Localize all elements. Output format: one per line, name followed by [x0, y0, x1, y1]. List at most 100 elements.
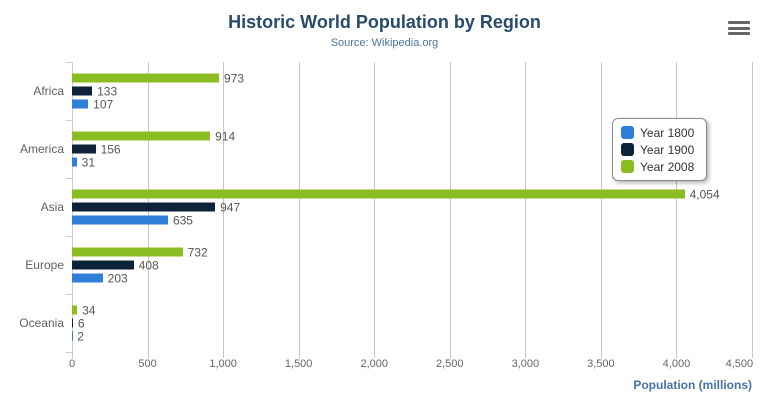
- plot-area: 973 133 107 914 156 31 4,054 947 635 732 408 203 34 6…: [66, 62, 753, 353]
- bar-value-label: 408: [138, 258, 159, 272]
- legend-swatch-icon: [621, 160, 634, 173]
- bar-row: 914: [72, 130, 752, 143]
- bar-value-label: 133: [97, 84, 118, 98]
- category-band-america: 914 156 31: [72, 120, 752, 178]
- bar-group: 4,054 947 635: [72, 188, 752, 227]
- category-label-europe: Europe: [25, 258, 64, 272]
- value-axis-title: Population (millions): [633, 378, 752, 392]
- chart-title: Historic World Population by Region: [228, 12, 541, 32]
- bar-row: 408: [72, 259, 752, 272]
- bar-year-1800-america[interactable]: [72, 157, 77, 167]
- bar-year-1800-europe[interactable]: [72, 273, 103, 283]
- bar-group: 973 133 107: [72, 72, 752, 111]
- bar-row: 133: [72, 85, 752, 98]
- bar-value-label: 635: [172, 213, 193, 227]
- value-axis-tick: [72, 352, 73, 358]
- bar-value-label: 156: [100, 142, 121, 156]
- legend-label: Year 2008: [640, 159, 695, 174]
- category-axis-tick: [66, 120, 72, 121]
- value-axis-tick-label: 1,000: [209, 358, 237, 370]
- bar-value-label: 107: [93, 97, 114, 111]
- gridline: [525, 62, 527, 352]
- category-band-europe: 732 408 203: [72, 236, 752, 294]
- bar-row: 34: [72, 304, 752, 317]
- bar-value-label: 31: [81, 155, 96, 169]
- category-axis-tick: [66, 178, 72, 179]
- bar-row: 203: [72, 272, 752, 285]
- bar-value-label: 34: [82, 303, 96, 317]
- bar-year-1900-oceania[interactable]: [72, 318, 73, 328]
- bar-value-label: 6: [77, 316, 85, 330]
- category-axis-labels: Africa America Asia Europe Oceania: [0, 62, 64, 352]
- category-band-oceania: 34 6 2: [72, 294, 752, 352]
- value-axis-tick-label: 0: [68, 358, 76, 370]
- value-axis-tick: [374, 352, 376, 358]
- value-axis-tick: [600, 352, 602, 358]
- bar-row: 635: [72, 214, 752, 227]
- value-axis-tick-label: 2,000: [360, 358, 388, 370]
- value-axis-labels: 0 500 1,000 1,500 2,000 2,500 3,000 3,500 4,000 4…: [68, 358, 753, 373]
- legend-swatch-icon: [621, 143, 634, 156]
- bar-row: 156: [72, 143, 752, 156]
- category-axis-tick: [66, 62, 72, 63]
- gridline: [600, 62, 602, 352]
- value-axis-tick: [147, 352, 149, 358]
- bar-year-1900-america[interactable]: [72, 144, 96, 154]
- value-axis-tick-label: 1,500: [284, 358, 313, 370]
- bar-year-1900-asia[interactable]: [72, 202, 216, 212]
- category-label-oceania: Oceania: [19, 316, 64, 330]
- gridline: [752, 62, 753, 352]
- value-axis-tick-label: 500: [138, 358, 157, 370]
- bar-year-2008-africa[interactable]: [72, 73, 220, 83]
- bar-value-label: 947: [220, 200, 241, 214]
- gridline: [223, 62, 225, 352]
- bar-row: 947: [72, 201, 752, 214]
- legend-item-year-1900[interactable]: Year 1900: [621, 143, 694, 156]
- value-axis-tick-label: 3,500: [587, 358, 615, 370]
- category-label-america: America: [19, 142, 64, 156]
- bar-year-1900-africa[interactable]: [72, 86, 93, 96]
- legend: Year 1800 Year 1900 Year 2008: [612, 118, 708, 181]
- category-label-africa: Africa: [33, 84, 64, 98]
- category-axis-tick: [66, 294, 72, 295]
- bar-value-label: 732: [187, 245, 208, 259]
- bar-year-2008-america[interactable]: [72, 131, 211, 141]
- value-axis-tick-label: 2,500: [436, 358, 464, 370]
- category-band-asia: 4,054 947 635: [72, 178, 752, 236]
- bar-value-label: 914: [215, 129, 236, 143]
- legend-item-year-1800[interactable]: Year 1800: [621, 126, 694, 139]
- bar-group: 914 156 31: [72, 130, 752, 169]
- bar-row: 4,054: [72, 188, 752, 201]
- value-axis-tick: [449, 352, 451, 358]
- category-axis-tick: [66, 236, 72, 237]
- value-axis-tick: [298, 352, 300, 358]
- value-axis-tick: [525, 352, 527, 358]
- legend-item-year-2008[interactable]: Year 2008: [621, 160, 694, 173]
- hamburger-menu-icon[interactable]: [728, 21, 750, 35]
- bar-year-1800-asia[interactable]: [72, 215, 168, 225]
- bar-year-2008-asia[interactable]: [72, 189, 685, 199]
- gridline: [374, 62, 376, 352]
- category-label-asia: Asia: [40, 200, 64, 214]
- chart-subtitle: Source: Wikipedia.org: [330, 37, 439, 49]
- legend-swatch-icon: [621, 126, 634, 139]
- bar-row: 6: [72, 317, 752, 330]
- bar-value-label: 203: [107, 271, 128, 285]
- bar-year-2008-oceania[interactable]: [72, 305, 78, 315]
- bar-group: 34 6 2: [72, 304, 752, 343]
- gridline: [676, 62, 678, 352]
- gridline: [449, 62, 451, 352]
- bar-year-1800-africa[interactable]: [72, 99, 89, 109]
- bar-value-label: 4,054: [689, 187, 720, 201]
- bar-row: 31: [72, 156, 752, 169]
- value-axis-ticks: [72, 352, 753, 358]
- bar-year-1900-europe[interactable]: [72, 260, 134, 270]
- bar-row: 107: [72, 98, 752, 111]
- bar-year-2008-europe[interactable]: [72, 247, 183, 257]
- bar-row: 732: [72, 246, 752, 259]
- value-axis-tick: [223, 352, 225, 358]
- bar-group: 732 408 203: [72, 246, 752, 285]
- legend-label: Year 1800: [640, 125, 695, 140]
- bar-value-label: 2: [77, 329, 84, 343]
